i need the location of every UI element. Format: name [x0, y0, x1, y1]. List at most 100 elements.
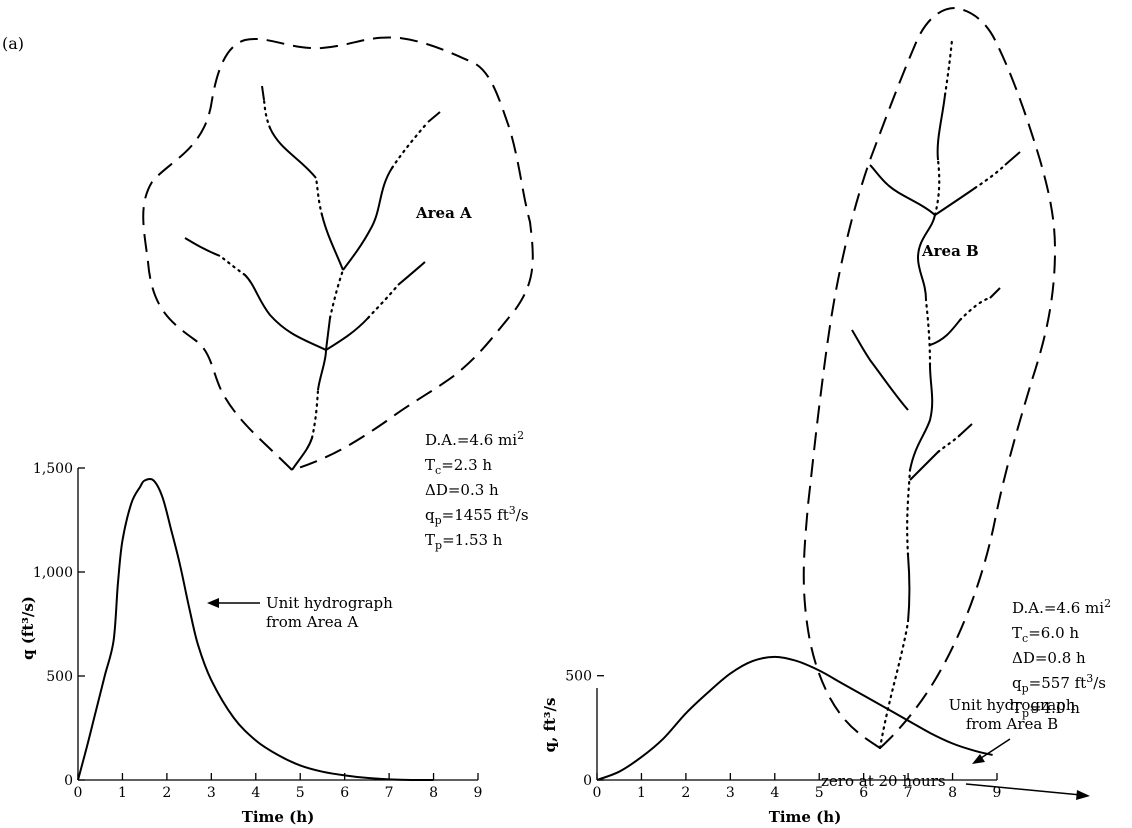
chart-a-param-tp: Tp=1.53 h	[425, 531, 503, 552]
watershed-a-boundary	[142, 36, 534, 472]
chart-a-y-axis-label: q (ft³/s)	[19, 596, 37, 660]
chart-a-x-tick-label: 1	[118, 785, 127, 801]
watershed-b-mid-east	[989, 287, 1001, 299]
chart-a-params: D.A.=4.6 mi2 Tc=2.3 h ΔD=0.3 h qp=1455 f…	[425, 429, 529, 552]
chart-b-x-tick-label: 9	[993, 785, 1002, 801]
watershed-a-main-stream	[390, 120, 430, 170]
chart-b-annotation-line2: from Area B	[966, 715, 1058, 733]
watershed-b-lower-east	[959, 423, 973, 436]
chart-a-annotation: Unit hydrograph from Area A	[207, 594, 393, 631]
watershed-b-lower-east	[909, 451, 939, 481]
watershed-b-label: Area B	[921, 242, 979, 260]
chart-b-param-dd: ΔD=0.8 h	[1012, 649, 1086, 667]
chart-b-axes: 0 1 2 3 4 5 6 7 8 9 0 500	[565, 669, 1001, 801]
watershed-a: Area A	[142, 36, 534, 472]
watershed-b-mid-east	[958, 296, 992, 322]
chart-b-x-tick-label: 7	[904, 785, 913, 801]
chart-a-x-tick-label: 3	[207, 785, 216, 801]
chart-a-x-tick-label: 9	[474, 785, 483, 801]
chart-a-param-dd: ΔD=0.3 h	[425, 481, 499, 499]
chart-a-y-tick-label: 1,500	[33, 461, 73, 477]
chart-b-x-axis-label: Time (h)	[769, 808, 842, 826]
watershed-a-west-tributary	[218, 254, 247, 277]
chart-b-x-tick-label: 4	[770, 785, 779, 801]
watershed-b-main-stream	[924, 298, 932, 367]
chart-a-param-qp: qp=1455 ft3/s	[425, 504, 529, 527]
watershed-b-lower-east	[936, 433, 962, 454]
watershed-a-main-stream	[317, 317, 331, 391]
chart-b-zero-arrow	[965, 783, 1082, 796]
watershed-a-main-stream	[328, 268, 345, 320]
watershed-a-main-stream	[342, 167, 393, 271]
chart-a: 0 1 2 3 4 5 6 7 8 9 0 500 1,000 1,500 Time (h) q (ft³…	[19, 429, 529, 826]
chart-b-param-da: D.A.=4.6 mi2	[1012, 597, 1111, 617]
chart-a-x-tick-label: 7	[385, 785, 394, 801]
watershed-b-upper-east	[973, 163, 1007, 190]
chart-a-y-tick-label: 500	[46, 669, 73, 685]
watershed-b-lower-west	[851, 329, 909, 411]
watershed-a-main-stream	[291, 437, 313, 471]
chart-b: 0 1 2 3 4 5 6 7 8 9 0 500 Time (h) q, ft³/s Unit hy…	[541, 597, 1111, 826]
chart-a-x-tick-label: 0	[74, 785, 83, 801]
chart-a-param-tc: Tc=2.3 h	[425, 456, 492, 477]
chart-b-zero-arrowhead	[1076, 790, 1090, 800]
chart-b-x-tick-label: 1	[637, 785, 646, 801]
watershed-b-main-stream	[936, 94, 946, 161]
watershed-a-left-branch	[262, 98, 272, 130]
watershed-b-upper-east	[1004, 151, 1021, 166]
chart-a-annotation-line1: Unit hydrograph	[266, 594, 393, 612]
watershed-a-left-branch	[314, 176, 324, 217]
watershed-b-main-stream	[933, 158, 941, 217]
watershed-a-left-branch	[321, 214, 344, 271]
chart-b-params: D.A.=4.6 mi2 Tc=6.0 h ΔD=0.8 h qp=557 ft…	[1012, 597, 1111, 720]
chart-b-x-tick-label: 0	[593, 785, 602, 801]
watershed-a-left-branch	[269, 127, 317, 179]
watershed-b-upper-east	[934, 187, 976, 216]
chart-b-x-tick-label: 3	[726, 785, 735, 801]
watershed-b: Area B	[802, 6, 1057, 750]
watershed-b-upper-west	[887, 184, 936, 216]
chart-b-zero-note: zero at 20 hours	[821, 772, 946, 790]
watershed-b-upper-west	[869, 164, 889, 186]
chart-b-x-tick-label: 5	[815, 785, 824, 801]
watershed-a-west-tributary	[244, 274, 327, 351]
chart-b-param-qp: qp=557 ft3/s	[1012, 672, 1106, 695]
watershed-b-main-stream	[878, 620, 910, 750]
watershed-b-main-stream	[909, 364, 934, 471]
chart-a-series-line	[77, 477, 434, 782]
watershed-b-main-stream	[906, 468, 912, 557]
watershed-a-label: Area A	[415, 204, 472, 222]
watershed-a-left-branch	[261, 85, 265, 101]
chart-a-annotation-arrowhead	[207, 598, 219, 608]
watershed-a-east-tributary	[397, 261, 426, 286]
watershed-b-main-stream	[907, 554, 911, 623]
chart-b-y-tick-label: 0	[583, 773, 592, 789]
chart-a-x-tick-label: 4	[251, 785, 260, 801]
chart-a-param-da: D.A.=4.6 mi2	[425, 429, 524, 449]
chart-b-param-tp: Tp=4.0 h	[1012, 699, 1080, 720]
watershed-b-mid-east	[929, 319, 961, 346]
watershed-a-main-stream	[310, 388, 320, 440]
chart-a-annotation-line2: from Area A	[266, 613, 358, 631]
chart-a-axes: 0 1 2 3 4 5 6 7 8 9 0 500 1,000 1,500	[33, 461, 483, 801]
chart-b-x-tick-label: 8	[948, 785, 957, 801]
chart-b-x-tick-label: 6	[859, 785, 868, 801]
chart-b-y-tick-label: 500	[565, 669, 592, 685]
watershed-a-west-tributary	[184, 237, 221, 257]
chart-b-annotation: Unit hydrograph from Area B zero at 20 h…	[821, 696, 1090, 800]
watershed-b-main-stream	[943, 38, 954, 97]
watershed-b-boundary	[802, 6, 1057, 750]
chart-a-x-axis-label: Time (h)	[242, 808, 315, 826]
chart-a-y-tick-label: 0	[64, 773, 73, 789]
watershed-b-main-stream	[916, 214, 936, 301]
chart-b-annotation-line1: Unit hydrograph	[949, 696, 1076, 714]
chart-a-x-tick-label: 5	[296, 785, 305, 801]
chart-b-annotation-arrow	[977, 738, 1011, 761]
chart-b-param-tc: Tc=6.0 h	[1012, 624, 1079, 645]
chart-a-x-tick-label: 2	[162, 785, 171, 801]
watershed-a-main-stream	[427, 111, 441, 123]
chart-b-annotation-arrowhead	[972, 754, 985, 764]
chart-a-x-tick-label: 6	[340, 785, 349, 801]
chart-b-y-axis-label: q, ft³/s	[541, 698, 559, 753]
